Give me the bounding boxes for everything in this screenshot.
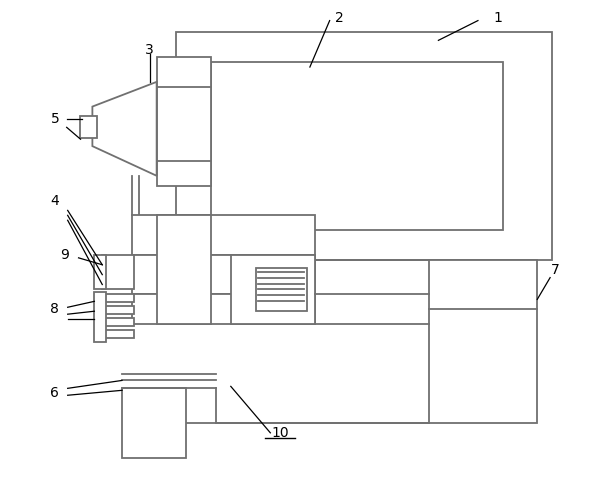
- Bar: [256, 268, 307, 311]
- Text: 4: 4: [50, 194, 59, 207]
- Bar: [177, 32, 552, 260]
- Bar: [428, 260, 537, 423]
- Bar: [132, 294, 315, 324]
- Bar: [95, 255, 106, 289]
- Bar: [102, 330, 134, 338]
- Text: 6: 6: [50, 386, 59, 400]
- Bar: [157, 215, 211, 324]
- Bar: [95, 292, 106, 342]
- Polygon shape: [92, 82, 157, 176]
- Text: 3: 3: [146, 43, 154, 57]
- Bar: [231, 255, 315, 324]
- Text: 7: 7: [550, 263, 559, 277]
- Text: 1: 1: [494, 11, 502, 24]
- Bar: [157, 57, 211, 185]
- Bar: [102, 255, 134, 289]
- Text: 10: 10: [271, 426, 289, 440]
- Text: 9: 9: [60, 248, 69, 262]
- Text: 8: 8: [50, 302, 59, 316]
- Bar: [132, 215, 315, 255]
- Bar: [102, 294, 134, 303]
- Text: 2: 2: [335, 11, 344, 24]
- Bar: [122, 388, 186, 458]
- Bar: [132, 255, 315, 294]
- Bar: [211, 62, 503, 230]
- Bar: [80, 117, 97, 138]
- Text: 5: 5: [50, 112, 59, 126]
- Bar: [102, 318, 134, 326]
- Bar: [102, 306, 134, 314]
